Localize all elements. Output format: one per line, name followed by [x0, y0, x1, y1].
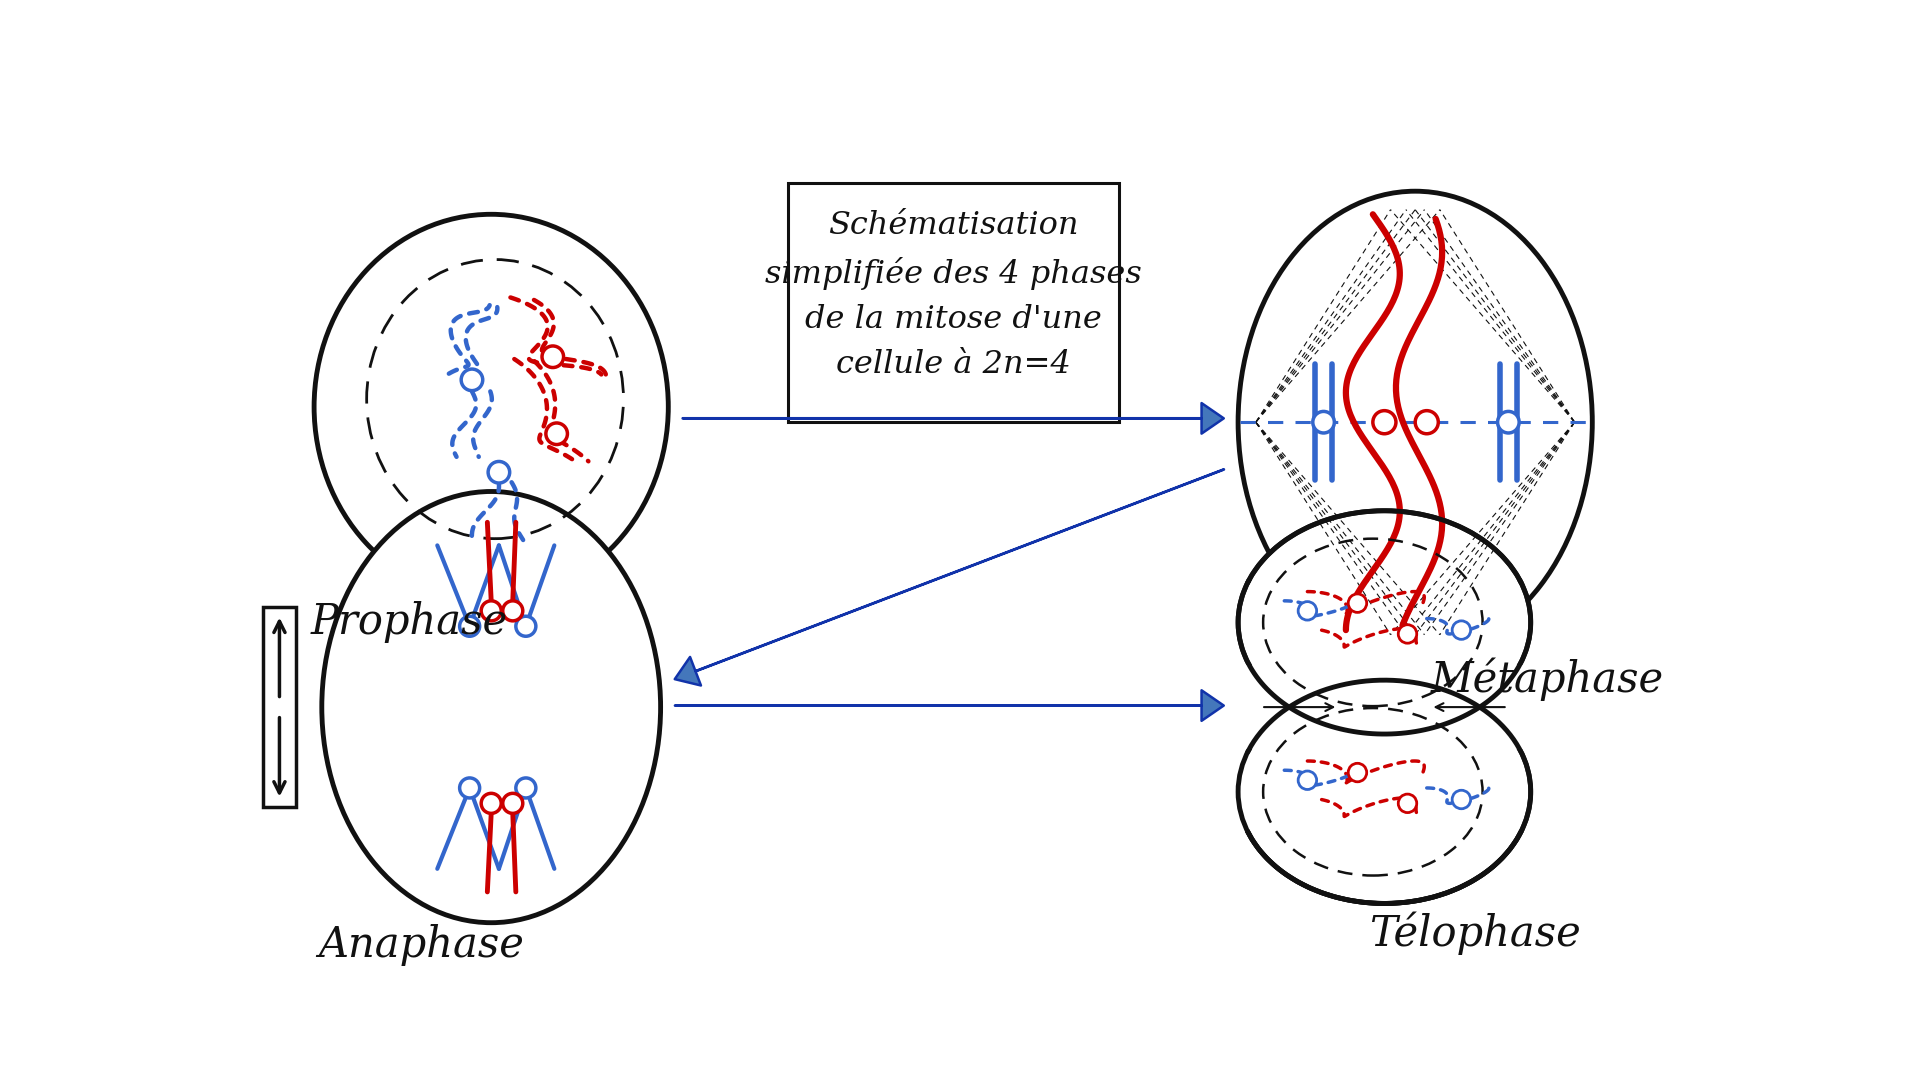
Circle shape	[1373, 410, 1396, 434]
Circle shape	[1498, 411, 1519, 433]
Circle shape	[1452, 791, 1471, 809]
Text: Métaphase: Métaphase	[1430, 658, 1665, 701]
Ellipse shape	[1238, 511, 1530, 734]
Circle shape	[461, 369, 482, 391]
FancyBboxPatch shape	[787, 184, 1119, 422]
Circle shape	[1348, 764, 1367, 782]
Circle shape	[516, 617, 536, 636]
Circle shape	[482, 794, 501, 813]
Circle shape	[488, 461, 509, 483]
Circle shape	[1298, 771, 1317, 789]
Circle shape	[459, 778, 480, 798]
Circle shape	[503, 794, 522, 813]
Circle shape	[503, 600, 522, 621]
Circle shape	[1452, 621, 1471, 639]
Text: Prophase: Prophase	[311, 600, 507, 643]
Bar	[1231, 665, 1538, 750]
Text: Schématisation
simplifiée des 4 phases
de la mitose d'une
cellule à 2n=4: Schématisation simplifiée des 4 phases d…	[764, 210, 1142, 380]
Circle shape	[482, 600, 501, 621]
Circle shape	[1398, 794, 1417, 812]
Circle shape	[1348, 594, 1367, 612]
Ellipse shape	[315, 214, 668, 599]
Text: Télophase: Télophase	[1369, 912, 1580, 955]
Circle shape	[1313, 411, 1334, 433]
Circle shape	[541, 346, 564, 367]
Ellipse shape	[323, 491, 660, 922]
Circle shape	[545, 423, 568, 445]
Circle shape	[1398, 624, 1417, 644]
Ellipse shape	[1238, 191, 1592, 653]
Ellipse shape	[1238, 680, 1530, 904]
Circle shape	[1298, 602, 1317, 620]
Text: Anaphase: Anaphase	[319, 924, 524, 967]
Circle shape	[459, 617, 480, 636]
Circle shape	[516, 778, 536, 798]
Circle shape	[1415, 410, 1438, 434]
